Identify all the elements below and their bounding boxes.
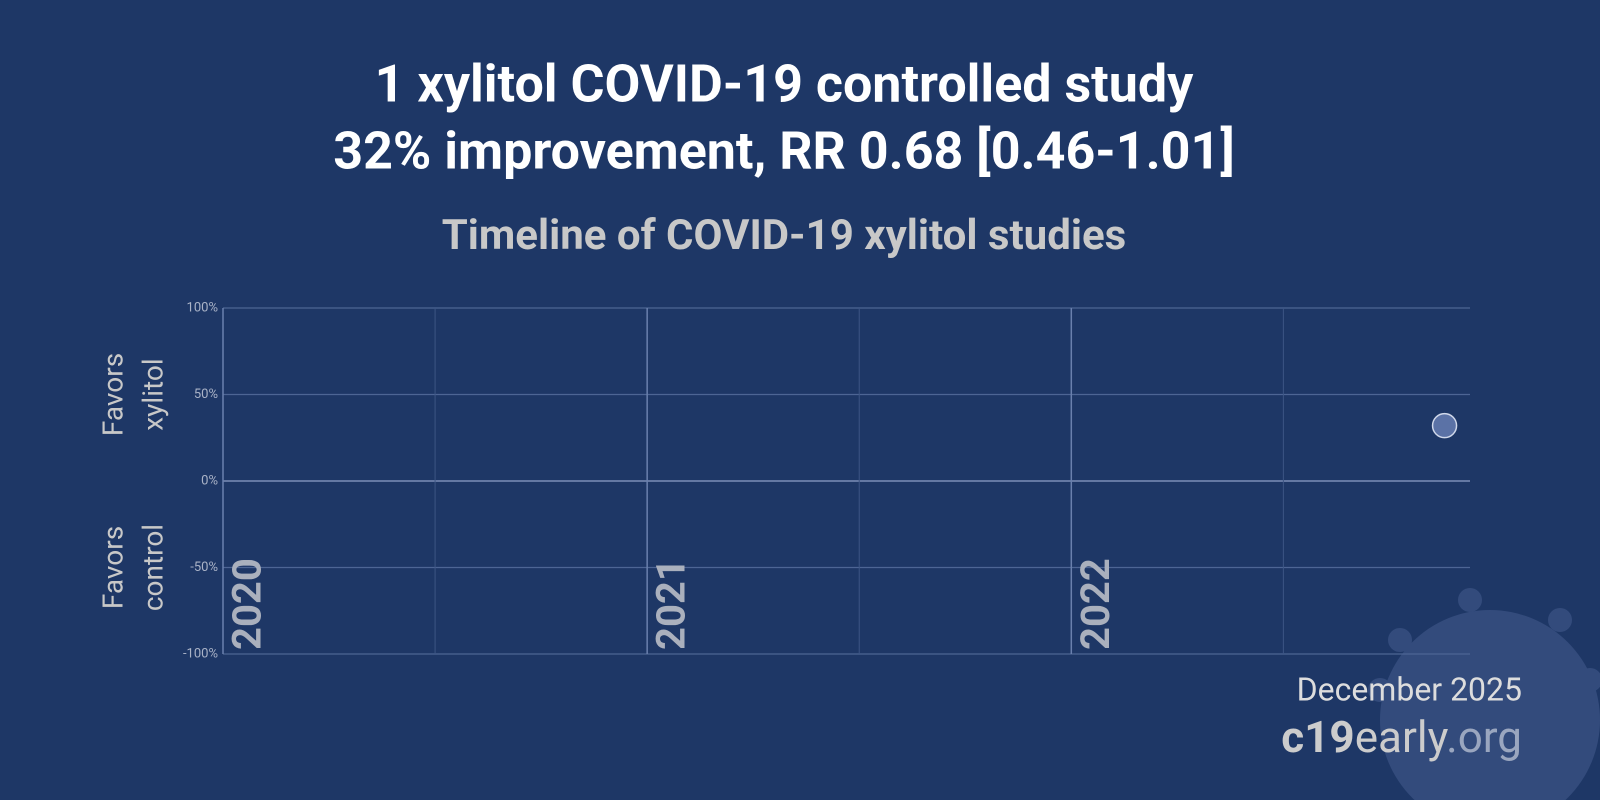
footer-date: December 2025 — [1297, 670, 1522, 708]
y-tick-label: -100% — [183, 646, 218, 661]
x-tick-label: 2021 — [648, 558, 695, 650]
y-annotation: xylitol — [136, 358, 169, 430]
y-annotation: Favors — [96, 526, 129, 609]
y-tick-label: 100% — [187, 300, 218, 315]
y-annotation: Favors — [96, 353, 129, 436]
subtitle: Timeline of COVID-19 xylitol studies — [442, 211, 1126, 260]
footer-site: c19early.org — [1281, 711, 1522, 763]
y-tick-label: -50% — [190, 560, 218, 575]
study-point — [1431, 412, 1458, 439]
x-tick-label: 2020 — [224, 558, 271, 650]
y-tick-label: 0% — [201, 473, 218, 488]
y-annotation: control — [136, 524, 169, 611]
site-part: early — [1355, 711, 1449, 763]
site-part: .org — [1446, 711, 1522, 763]
virus-decoration — [1368, 588, 1600, 800]
y-tick-label: 50% — [194, 387, 218, 402]
title-line: 1 xylitol COVID-19 controlled study — [375, 54, 1195, 115]
site-part: c19 — [1281, 711, 1354, 763]
x-tick-label: 2022 — [1072, 558, 1119, 650]
title-line: 32% improvement, RR 0.68 [0.46-1.01] — [333, 121, 1235, 182]
